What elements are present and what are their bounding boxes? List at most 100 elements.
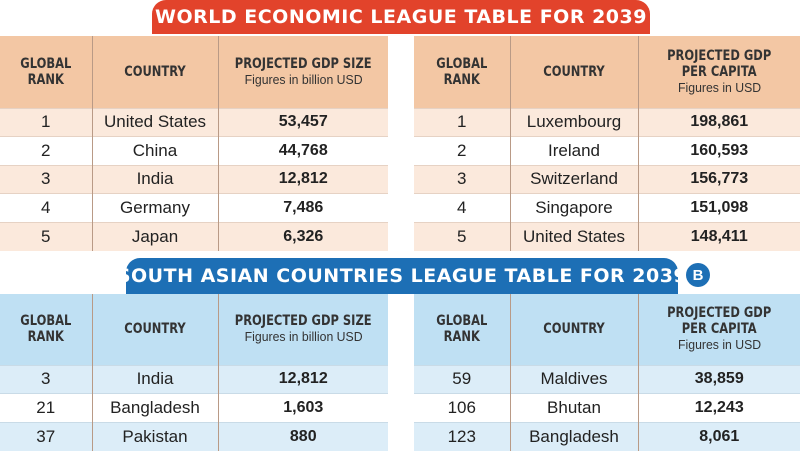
rank-cell: 5 [414, 221, 510, 251]
country-header: COUNTRY [521, 294, 627, 365]
country-cell: India [91, 164, 218, 194]
country-cell: Luxembourg [509, 107, 638, 137]
table-row: 123 Bangladesh 8,061 [414, 421, 800, 451]
rank-cell: 3 [0, 164, 92, 194]
global-rank-header: GLOBAL RANK [8, 294, 83, 365]
table-row: 3 India 12,812 [0, 164, 388, 194]
global-rank-header: GLOBAL RANK [8, 36, 83, 108]
table-row: 2 China 44,768 [0, 136, 388, 166]
header-label: GLOBAL RANK [20, 313, 72, 346]
projected-value-header: PROJECTED GDP PER CAPITA Figures in USD [652, 294, 786, 365]
header-label: GLOBAL RANK [20, 55, 72, 88]
country-cell: Bangladesh [91, 393, 218, 423]
rank-cell: 2 [414, 136, 510, 166]
rank-cell: 21 [0, 393, 92, 423]
value-cell: 8,061 [637, 421, 800, 451]
table-row: 106 Bhutan 12,243 [414, 393, 800, 423]
value-cell: 38,859 [637, 364, 800, 394]
country-cell: Switzerland [509, 164, 638, 194]
country-cell: Germany [91, 193, 218, 223]
projected-value-header: PROJECTED GDP SIZE Figures in billion USD [232, 294, 373, 365]
rank-cell: 2 [0, 136, 92, 166]
global-rank-header: GLOBAL RANK [423, 36, 502, 108]
value-cell: 156,773 [637, 164, 800, 194]
rank-cell: 5 [0, 221, 92, 251]
table-row: 5 Japan 6,326 [0, 221, 388, 251]
country-cell: Bangladesh [509, 421, 638, 451]
world-gdp-per-capita-table: GLOBAL RANK COUNTRY PROJECTED GDP PER CAPI… [414, 36, 800, 251]
header-label: PROJECTED GDP SIZE [234, 55, 372, 72]
header-label: PROJECTED GDP SIZE [234, 313, 372, 330]
value-cell: 12,243 [637, 393, 800, 423]
country-header: COUNTRY [102, 294, 207, 365]
value-cell: 880 [217, 421, 388, 451]
projected-value-header: PROJECTED GDP SIZE Figures in billion USD [232, 36, 373, 108]
value-cell: 151,098 [637, 193, 800, 223]
rank-cell: 37 [0, 421, 92, 451]
country-cell: Ireland [509, 136, 638, 166]
value-cell: 53,457 [217, 107, 388, 137]
rank-cell: 106 [414, 393, 510, 423]
projected-value-header: PROJECTED GDP PER CAPITA Figures in USD [652, 36, 786, 108]
country-cell: United States [509, 221, 638, 251]
units-subheader: Figures in USD [677, 337, 761, 353]
value-cell: 12,812 [217, 164, 388, 194]
value-cell: 44,768 [217, 136, 388, 166]
header-label: COUNTRY [543, 63, 605, 80]
table-row: 5 United States 148,411 [414, 221, 800, 251]
table-row: 2 Ireland 160,593 [414, 136, 800, 166]
header-label: PROJECTED GDP PER CAPITA [667, 305, 772, 338]
rank-cell: 4 [414, 193, 510, 223]
rank-cell: 123 [414, 421, 510, 451]
units-subheader: Figures in billion USD [244, 329, 363, 345]
table-row: 21 Bangladesh 1,603 [0, 393, 388, 423]
world-league-title: WORLD ECONOMIC LEAGUE TABLE FOR 2039 [152, 0, 650, 34]
table-row: 4 Germany 7,486 [0, 193, 388, 223]
header-label: COUNTRY [124, 63, 186, 80]
units-subheader: Figures in USD [677, 79, 761, 95]
table-row: 59 Maldives 38,859 [414, 364, 800, 394]
header-row: GLOBAL RANK COUNTRY PROJECTED GDP SIZE Figu… [0, 294, 388, 365]
header-row: GLOBAL RANK COUNTRY PROJECTED GDP PER CAPI… [414, 294, 800, 365]
value-cell: 198,861 [637, 107, 800, 137]
country-cell: Maldives [509, 364, 638, 394]
header-label: GLOBAL RANK [436, 55, 488, 88]
header-label: COUNTRY [543, 321, 605, 338]
rank-cell: 4 [0, 193, 92, 223]
country-cell: China [91, 136, 218, 166]
rank-cell: 1 [414, 107, 510, 137]
header-label: PROJECTED GDP PER CAPITA [667, 47, 772, 80]
global-rank-header: GLOBAL RANK [423, 294, 502, 365]
south-asia-league-title: SOUTH ASIAN COUNTRIES LEAGUE TABLE FOR 2… [117, 258, 687, 294]
header-row: GLOBAL RANK COUNTRY PROJECTED GDP SIZE Figu… [0, 36, 388, 108]
table-row: 1 Luxembourg 198,861 [414, 107, 800, 137]
table-row: 1 United States 53,457 [0, 107, 388, 137]
table-row: 4 Singapore 151,098 [414, 193, 800, 223]
rank-cell: 59 [414, 364, 510, 394]
country-cell: Pakistan [91, 421, 218, 451]
country-header: COUNTRY [521, 36, 627, 108]
country-header: COUNTRY [102, 36, 207, 108]
south-asia-gdp-per-capita-table: GLOBAL RANK COUNTRY PROJECTED GDP PER CAPI… [414, 294, 800, 451]
value-cell: 148,411 [637, 221, 800, 251]
country-cell: India [91, 364, 218, 394]
value-cell: 6,326 [217, 221, 388, 251]
units-subheader: Figures in billion USD [244, 71, 363, 87]
value-cell: 1,603 [217, 393, 388, 423]
rank-cell: 3 [0, 364, 92, 394]
header-label: COUNTRY [124, 321, 186, 338]
header-row: GLOBAL RANK COUNTRY PROJECTED GDP PER CAPI… [414, 36, 800, 108]
country-cell: United States [91, 107, 218, 137]
world-gdp-size-table: GLOBAL RANK COUNTRY PROJECTED GDP SIZE Figu… [0, 36, 388, 251]
country-cell: Singapore [509, 193, 638, 223]
south-asia-gdp-size-table: GLOBAL RANK COUNTRY PROJECTED GDP SIZE Figu… [0, 294, 388, 451]
country-cell: Japan [91, 221, 218, 251]
table-row: 3 Switzerland 156,773 [414, 164, 800, 194]
table-row: 37 Pakistan 880 [0, 421, 388, 451]
publisher-logo-icon: B [686, 263, 710, 287]
rank-cell: 3 [414, 164, 510, 194]
value-cell: 7,486 [217, 193, 388, 223]
rank-cell: 1 [0, 107, 92, 137]
country-cell: Bhutan [509, 393, 638, 423]
value-cell: 160,593 [637, 136, 800, 166]
